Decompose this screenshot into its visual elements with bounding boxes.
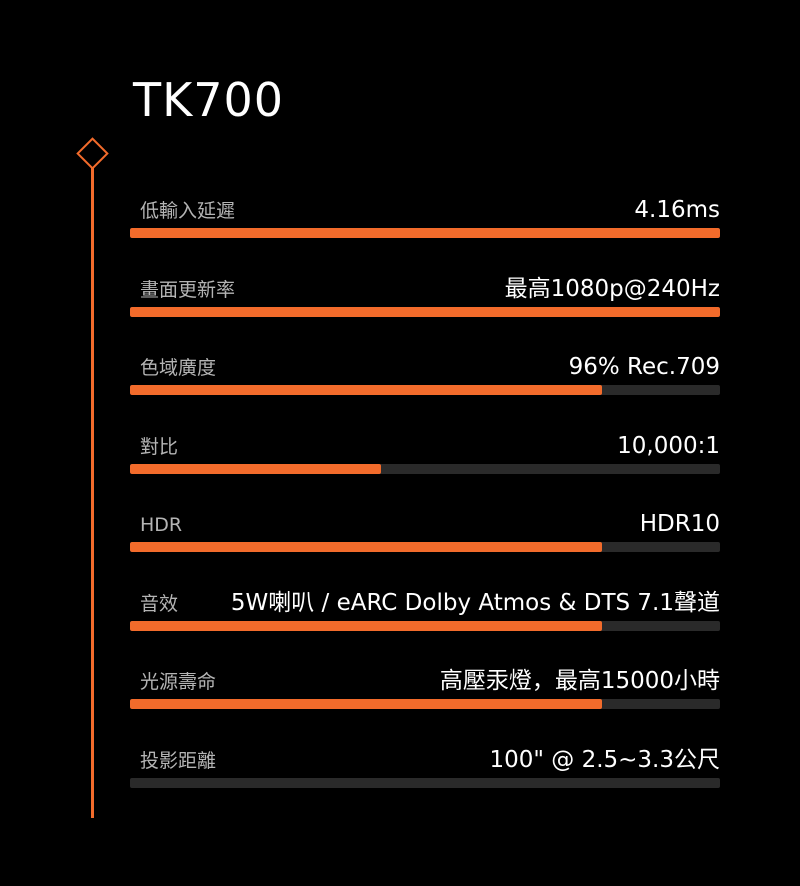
spec-list: 低輸入延遲 4.16ms 畫面更新率 最高1080p@240Hz 色域廣度 96… <box>130 186 720 814</box>
spec-label: 音效 <box>140 592 179 615</box>
spec-value: 高壓汞燈，最高15000小時 <box>439 668 720 694</box>
spec-value: 最高1080p@240Hz <box>504 275 720 302</box>
spec-bar-fill <box>130 542 602 552</box>
spec-bar-track <box>130 542 720 552</box>
spec-row-color-gamut: 色域廣度 96% Rec.709 <box>130 343 720 422</box>
spec-value: HDR10 <box>639 511 720 537</box>
spec-label: HDR <box>140 514 183 536</box>
spec-bar-track <box>130 620 720 631</box>
spec-label: 色域廣度 <box>140 357 217 379</box>
spec-bar-fill <box>130 620 602 631</box>
spec-bar-fill <box>130 699 602 709</box>
timeline-line <box>91 168 94 818</box>
spec-bar-track <box>130 777 720 788</box>
spec-value: 10,000:1 <box>617 432 720 459</box>
spec-value: 100" @ 2.5~3.3公尺 <box>489 746 720 773</box>
spec-bar-fill <box>130 463 381 474</box>
spec-label: 光源壽命 <box>140 671 217 693</box>
spec-label: 畫面更新率 <box>140 278 236 301</box>
spec-row-refresh-rate: 畫面更新率 最高1080p@240Hz <box>130 265 720 344</box>
spec-label: 投影距離 <box>140 749 217 772</box>
spec-row-throw-distance: 投影距離 100" @ 2.5~3.3公尺 <box>130 736 720 815</box>
spec-bar-fill <box>130 306 720 317</box>
spec-label: 對比 <box>140 435 179 458</box>
spec-row-lamp-life: 光源壽命 高壓汞燈，最高15000小時 <box>130 657 720 736</box>
spec-row-contrast: 對比 10,000:1 <box>130 422 720 501</box>
spec-value: 5W喇叭 / eARC Dolby Atmos & DTS 7.1聲道 <box>230 589 720 616</box>
spec-bar-track <box>130 228 720 238</box>
timeline-diamond-icon <box>76 137 109 170</box>
spec-row-hdr: HDR HDR10 <box>130 500 720 579</box>
spec-bar-track <box>130 463 720 474</box>
spec-bar-track <box>130 385 720 395</box>
spec-bar-fill <box>130 228 720 238</box>
product-title: TK700 <box>133 73 285 127</box>
spec-row-audio: 音效 5W喇叭 / eARC Dolby Atmos & DTS 7.1聲道 <box>130 579 720 658</box>
spec-row-input-lag: 低輸入延遲 4.16ms <box>130 186 720 265</box>
spec-value: 4.16ms <box>634 197 720 223</box>
spec-bar-track <box>130 699 720 709</box>
spec-value: 96% Rec.709 <box>568 354 720 380</box>
spec-bar-fill <box>130 385 602 395</box>
spec-label: 低輸入延遲 <box>140 200 236 222</box>
spec-bar-track <box>130 306 720 317</box>
